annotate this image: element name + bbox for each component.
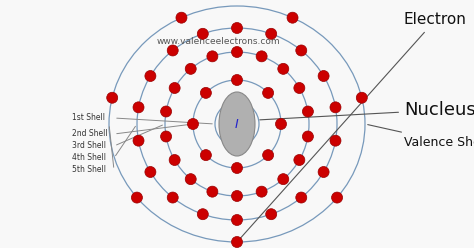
Circle shape [231, 237, 243, 248]
Circle shape [296, 192, 307, 203]
Circle shape [145, 166, 156, 178]
Circle shape [176, 12, 187, 23]
Text: 5th Shell: 5th Shell [72, 165, 106, 175]
Circle shape [330, 102, 341, 113]
Circle shape [185, 174, 196, 185]
Circle shape [278, 174, 289, 185]
Circle shape [231, 162, 243, 174]
Circle shape [201, 150, 211, 161]
Text: I: I [235, 118, 239, 130]
Text: 2nd Shell: 2nd Shell [72, 129, 108, 138]
Circle shape [231, 190, 243, 201]
Text: Nucleus: Nucleus [260, 101, 474, 120]
Circle shape [167, 192, 178, 203]
Circle shape [302, 106, 313, 117]
Circle shape [263, 150, 273, 161]
Circle shape [169, 155, 180, 165]
Circle shape [330, 135, 341, 146]
Circle shape [207, 51, 218, 62]
Circle shape [266, 28, 277, 39]
Circle shape [161, 131, 172, 142]
Circle shape [167, 45, 178, 56]
Circle shape [161, 106, 172, 117]
Circle shape [302, 131, 313, 142]
Circle shape [287, 12, 298, 23]
Circle shape [145, 70, 156, 82]
Circle shape [332, 192, 343, 203]
Circle shape [231, 96, 243, 107]
Circle shape [263, 87, 273, 98]
Circle shape [294, 83, 305, 93]
Circle shape [356, 92, 367, 103]
Circle shape [231, 47, 243, 58]
Circle shape [231, 215, 243, 225]
Circle shape [266, 209, 277, 220]
Circle shape [318, 166, 329, 178]
Circle shape [188, 119, 199, 129]
Text: 4th Shell: 4th Shell [72, 154, 106, 162]
Text: 1st Shell: 1st Shell [72, 114, 105, 123]
Text: Electron: Electron [239, 12, 467, 240]
Circle shape [256, 186, 267, 197]
Circle shape [185, 63, 196, 74]
Circle shape [231, 141, 243, 152]
Circle shape [318, 70, 329, 82]
Text: 3rd Shell: 3rd Shell [72, 142, 106, 151]
Circle shape [207, 186, 218, 197]
Circle shape [107, 92, 118, 103]
Circle shape [131, 192, 142, 203]
Circle shape [201, 87, 211, 98]
Text: www.valenceelectrons.com: www.valenceelectrons.com [157, 37, 281, 47]
Circle shape [169, 83, 180, 93]
Circle shape [133, 135, 144, 146]
Circle shape [294, 155, 305, 165]
Circle shape [133, 102, 144, 113]
Circle shape [278, 63, 289, 74]
Circle shape [197, 209, 208, 220]
Circle shape [231, 23, 243, 33]
Circle shape [275, 119, 286, 129]
Circle shape [256, 51, 267, 62]
Circle shape [197, 28, 208, 39]
Circle shape [296, 45, 307, 56]
Ellipse shape [219, 92, 255, 156]
Circle shape [231, 74, 243, 86]
Text: Valence Shell: Valence Shell [368, 124, 474, 149]
